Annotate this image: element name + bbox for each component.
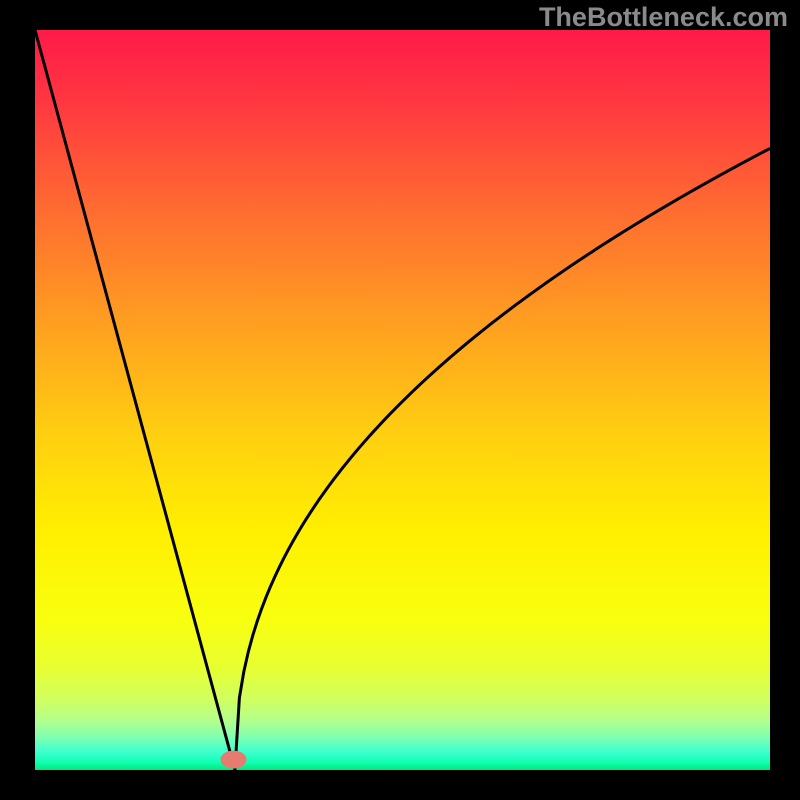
watermark-text: TheBottleneck.com (539, 2, 788, 33)
bottleneck-chart (35, 30, 770, 770)
chart-frame: TheBottleneck.com (0, 0, 800, 800)
optimal-point-marker (221, 751, 247, 769)
